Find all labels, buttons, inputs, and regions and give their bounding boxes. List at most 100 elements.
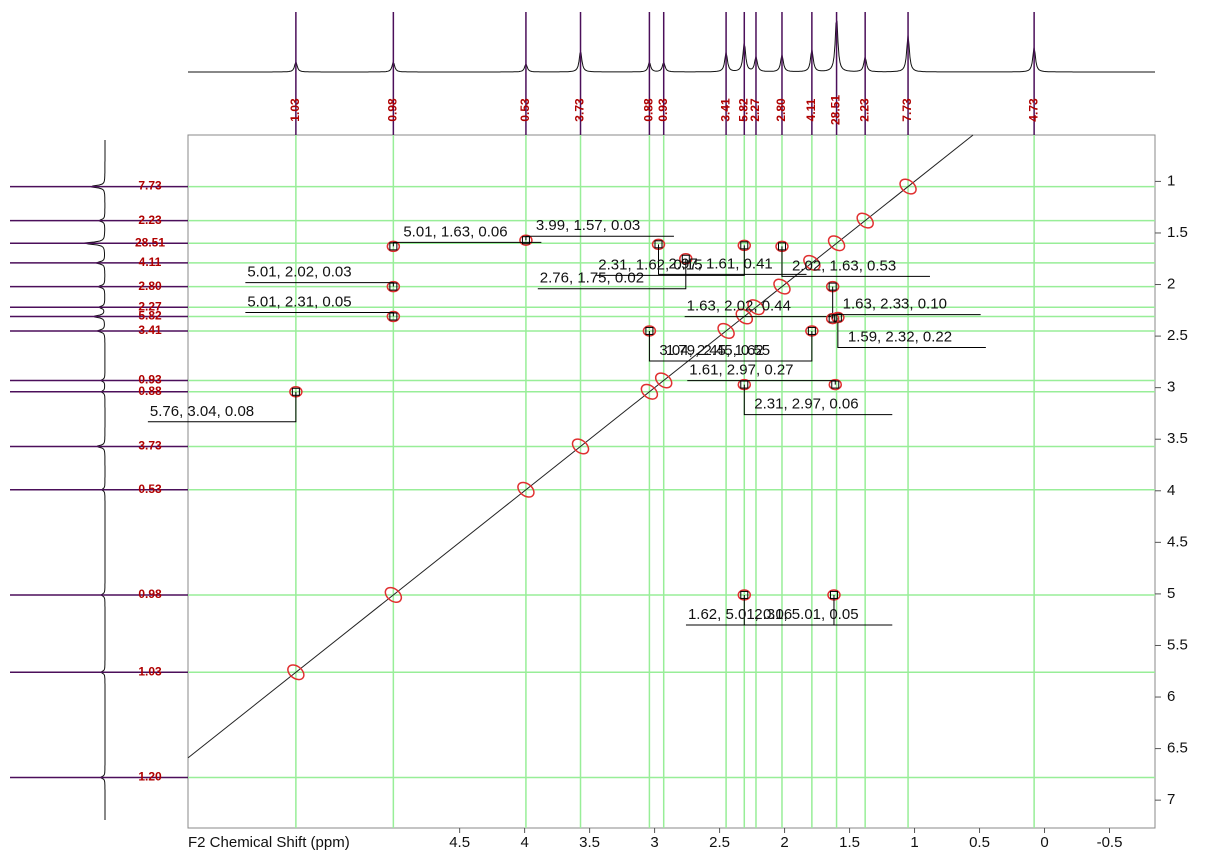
leader-line <box>525 235 674 241</box>
x-tick-label: 3.5 <box>579 834 600 851</box>
integral-label-left: 1.20 <box>138 770 162 784</box>
peak-label: 1.59, 2.32, 0.22 <box>848 329 952 346</box>
integral-label-top: 0.98 <box>386 98 400 122</box>
cross-peak <box>386 310 401 323</box>
y-tick-label: 3.5 <box>1167 430 1188 447</box>
integral-label-top: 5.82 <box>736 98 750 122</box>
integral-label-top: 2.27 <box>748 98 762 122</box>
leader-line <box>245 312 394 317</box>
integral-label-top: 28.51 <box>829 95 843 125</box>
integral-label-top: 2.80 <box>774 98 788 122</box>
x-tick-label: 1 <box>910 834 918 851</box>
leader-line <box>245 282 394 287</box>
integral-label-left: 7.73 <box>138 179 162 193</box>
diagonal-peak <box>747 299 765 316</box>
diagonal-peak <box>384 586 403 603</box>
y-tick-label: 5 <box>1167 585 1175 602</box>
diagonal-peak <box>735 308 754 325</box>
integral-label-left: 0.98 <box>138 587 162 601</box>
y-tick-label: 6 <box>1167 688 1175 705</box>
peak-label: 2.31, 1.62, 0.15 <box>598 256 702 273</box>
peak-label: 1.63, 2.02, 0.44 <box>687 298 791 315</box>
leader-line <box>832 314 981 319</box>
integral-label-top: 1.03 <box>288 98 302 122</box>
diagonal-peak <box>571 438 590 455</box>
x-tick-label: 4.5 <box>449 834 470 851</box>
peak-label: 1.61, 2.97, 0.27 <box>689 362 793 379</box>
y-tick-label: 3 <box>1167 379 1175 396</box>
peak-label: 5.01, 2.02, 0.03 <box>247 264 351 281</box>
integral-label-left: 4.11 <box>139 255 162 269</box>
integral-label-left: 2.23 <box>138 213 162 227</box>
x-tick-label: 0.5 <box>969 834 990 851</box>
leader-line <box>685 594 835 626</box>
left-projection <box>83 140 106 820</box>
diagonal-peak <box>640 383 659 400</box>
diagonal-peak <box>287 664 305 681</box>
leader-line <box>537 258 687 290</box>
integral-label-top: 3.73 <box>573 98 587 122</box>
integral-label-left: 0.88 <box>138 384 162 398</box>
leader-line <box>743 384 893 416</box>
integral-label-left: 28.51 <box>135 235 165 249</box>
diagonal-peak <box>517 481 535 498</box>
integral-label-left: 1.03 <box>138 664 162 678</box>
x-tick-label: 0 <box>1040 834 1048 851</box>
leader-line <box>147 391 297 423</box>
integral-label-top: 3.41 <box>718 98 732 122</box>
peak-label: 1.62, 5.01, 0.06 <box>688 606 792 623</box>
integral-label-top: 7.73 <box>900 98 914 122</box>
peak-label: 2.31, 5.01, 0.05 <box>754 606 858 623</box>
peak-label: 5.76, 3.04, 0.08 <box>150 403 254 420</box>
diagonal-peak <box>773 278 791 295</box>
cross-peak <box>828 378 843 391</box>
diagonal-peak <box>803 254 821 271</box>
integral-label-top: 4.11 <box>804 98 818 121</box>
plot-frame <box>187 134 1156 829</box>
diagonal-peak <box>899 178 917 195</box>
y-tick-label: 1.5 <box>1167 224 1188 241</box>
leader-line <box>658 244 807 275</box>
integral-label-top: 0.93 <box>656 98 670 122</box>
leader-line <box>684 286 834 318</box>
integral-label-top: 2.23 <box>857 98 871 122</box>
diagonal <box>187 134 974 759</box>
x-tick-label: -0.5 <box>1097 834 1123 851</box>
diagonal-peak <box>717 322 735 339</box>
integral-label-left: 0.53 <box>138 482 162 496</box>
peak-label: 1.79, 2.45, 0.55 <box>666 342 770 359</box>
diagonal-peak <box>827 235 846 252</box>
integral-label-left: 0.93 <box>138 373 162 387</box>
peak-label: 3.99, 1.57, 0.03 <box>536 217 640 234</box>
diagonal-peak <box>654 372 673 389</box>
peak-label: 2.97, 1.61, 0.41 <box>669 255 773 272</box>
diagonal-peak <box>856 212 874 229</box>
peak-label: 2.76, 1.75, 0.02 <box>540 270 644 287</box>
x-tick-label: 3 <box>650 834 658 851</box>
x-tick-label: 4 <box>520 834 528 851</box>
x-tick-label: 2 <box>780 834 788 851</box>
cross-peak <box>386 240 401 253</box>
leader-line <box>663 330 813 362</box>
y-tick-label: 1 <box>1167 172 1175 189</box>
x-tick-label: 2.5 <box>709 834 730 851</box>
peak-label: 1.63, 2.33, 0.10 <box>843 296 947 313</box>
peak-label: 2.02, 1.63, 0.53 <box>792 257 896 274</box>
y-tick-label: 2.5 <box>1167 327 1188 344</box>
integral-label-top: 4.73 <box>1026 98 1040 122</box>
integral-label-left: 5.82 <box>138 309 162 323</box>
leader-line <box>596 245 745 276</box>
integral-label-left: 3.41 <box>138 323 162 337</box>
integral-label-top: 0.88 <box>642 98 656 122</box>
leader-line <box>837 317 986 349</box>
integral-label-left: 3.73 <box>138 439 162 453</box>
integral-label-left: 2.80 <box>138 279 162 293</box>
integral-label-top: 0.53 <box>518 98 532 122</box>
peak-label: 3.04, 2.45, 1.62 <box>659 342 763 359</box>
y-tick-label: 7 <box>1167 791 1175 808</box>
y-tick-label: 6.5 <box>1167 740 1188 757</box>
leader-line <box>392 241 542 247</box>
x-tick-label: 1.5 <box>839 834 860 851</box>
leader-line <box>781 246 930 277</box>
